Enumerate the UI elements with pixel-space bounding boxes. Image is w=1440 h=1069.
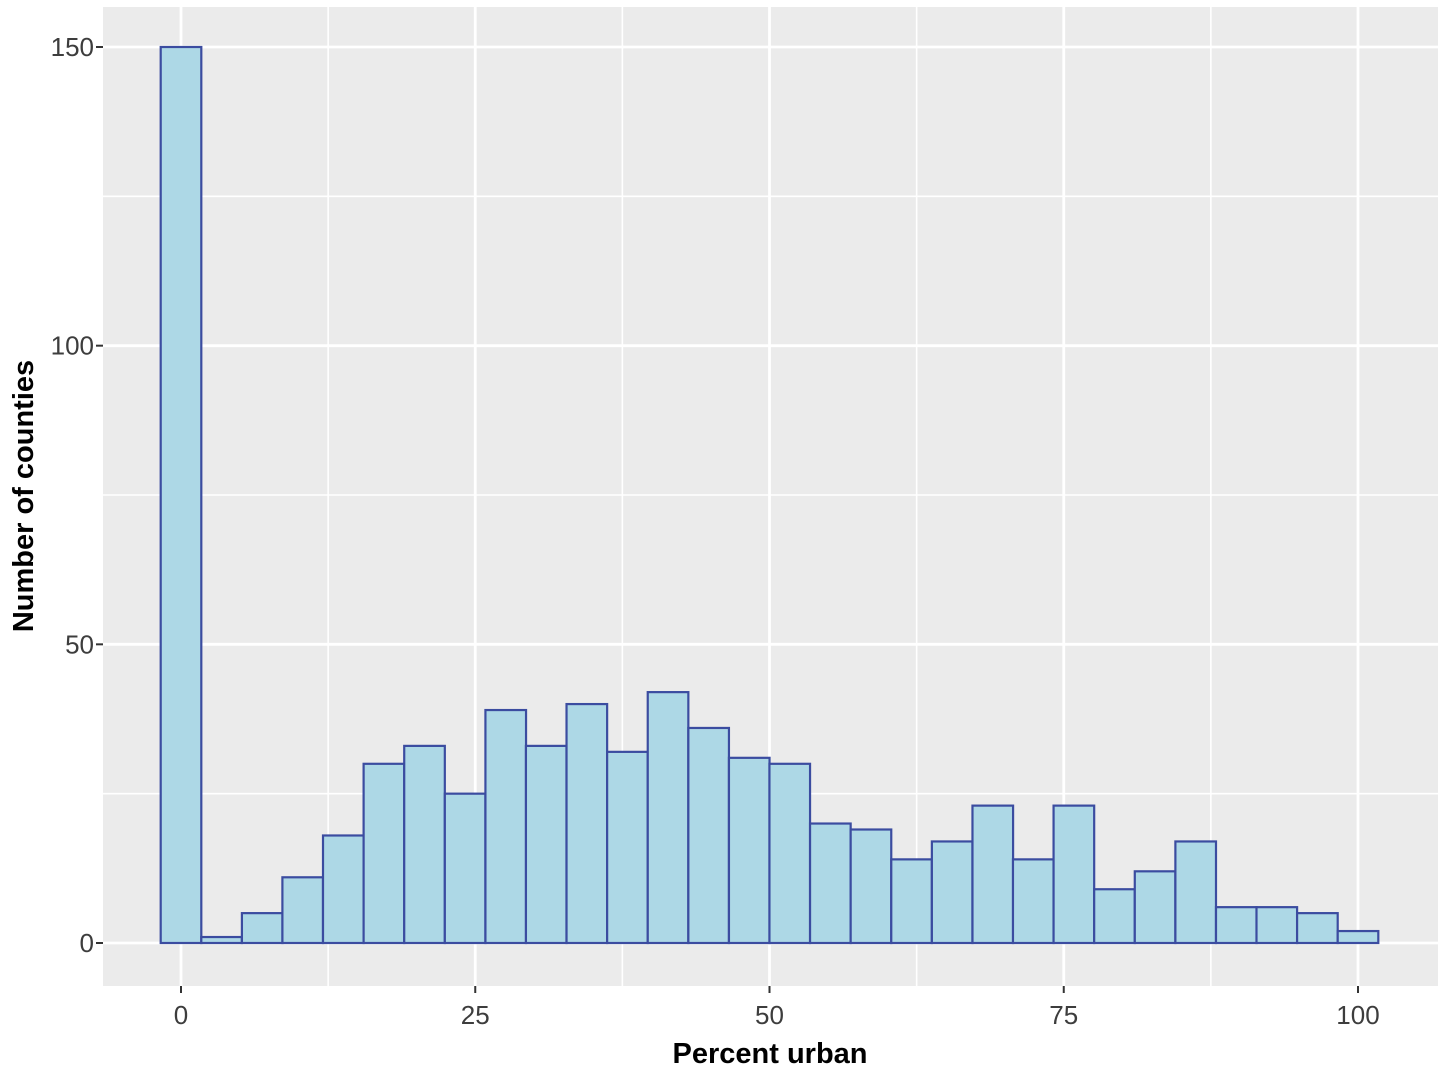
histogram-bar <box>1011 858 1055 945</box>
histogram-bar <box>159 45 203 945</box>
histogram-bar <box>1214 906 1258 945</box>
histogram-bar <box>524 744 568 945</box>
histogram-bar <box>727 756 771 945</box>
histogram-bar <box>200 935 244 945</box>
histogram-bar <box>240 912 284 945</box>
histogram-bar <box>890 858 933 945</box>
y-axis-tick-label: 100 <box>51 331 94 361</box>
histogram-bar <box>1093 888 1136 945</box>
histogram-bar <box>281 876 325 945</box>
x-axis-tick-label: 0 <box>174 1000 188 1030</box>
histogram-bar <box>849 828 893 945</box>
histogram-bar <box>1174 840 1218 945</box>
histogram-bar <box>971 804 1015 945</box>
histogram-bar <box>646 691 690 945</box>
y-axis-tick-label: 150 <box>51 32 94 62</box>
x-axis-title: Percent urban <box>673 1038 868 1069</box>
histogram-bar <box>687 726 731 945</box>
histogram-bar <box>1133 870 1177 945</box>
x-axis-tick-label: 100 <box>1336 1000 1379 1030</box>
histogram-bar <box>1052 804 1096 945</box>
histogram-bar <box>930 840 974 945</box>
histogram-bar <box>606 750 649 945</box>
histogram-bar <box>808 822 852 945</box>
x-axis-tick-label: 75 <box>1049 1000 1078 1030</box>
y-axis-title: Number of counties <box>8 360 40 632</box>
plot-area: 0 25 50 75 100 0 50 100 150 <box>51 7 1438 1030</box>
histogram-bar <box>443 792 487 945</box>
x-axis-tick-label: 50 <box>755 1000 784 1030</box>
histogram-bar <box>362 762 406 945</box>
histogram-bar <box>1336 929 1380 945</box>
y-axis-tick-label: 0 <box>80 928 94 958</box>
x-axis-tick-label: 25 <box>461 1000 490 1030</box>
histogram-bar <box>768 762 812 945</box>
y-axis-tick-label: 50 <box>65 629 94 659</box>
histogram-bar <box>1295 912 1339 945</box>
histogram-bar <box>403 744 446 945</box>
histogram-bar <box>1255 906 1299 945</box>
histogram-bar <box>321 834 365 945</box>
histogram-bar <box>484 708 528 945</box>
histogram-bar <box>565 702 609 945</box>
